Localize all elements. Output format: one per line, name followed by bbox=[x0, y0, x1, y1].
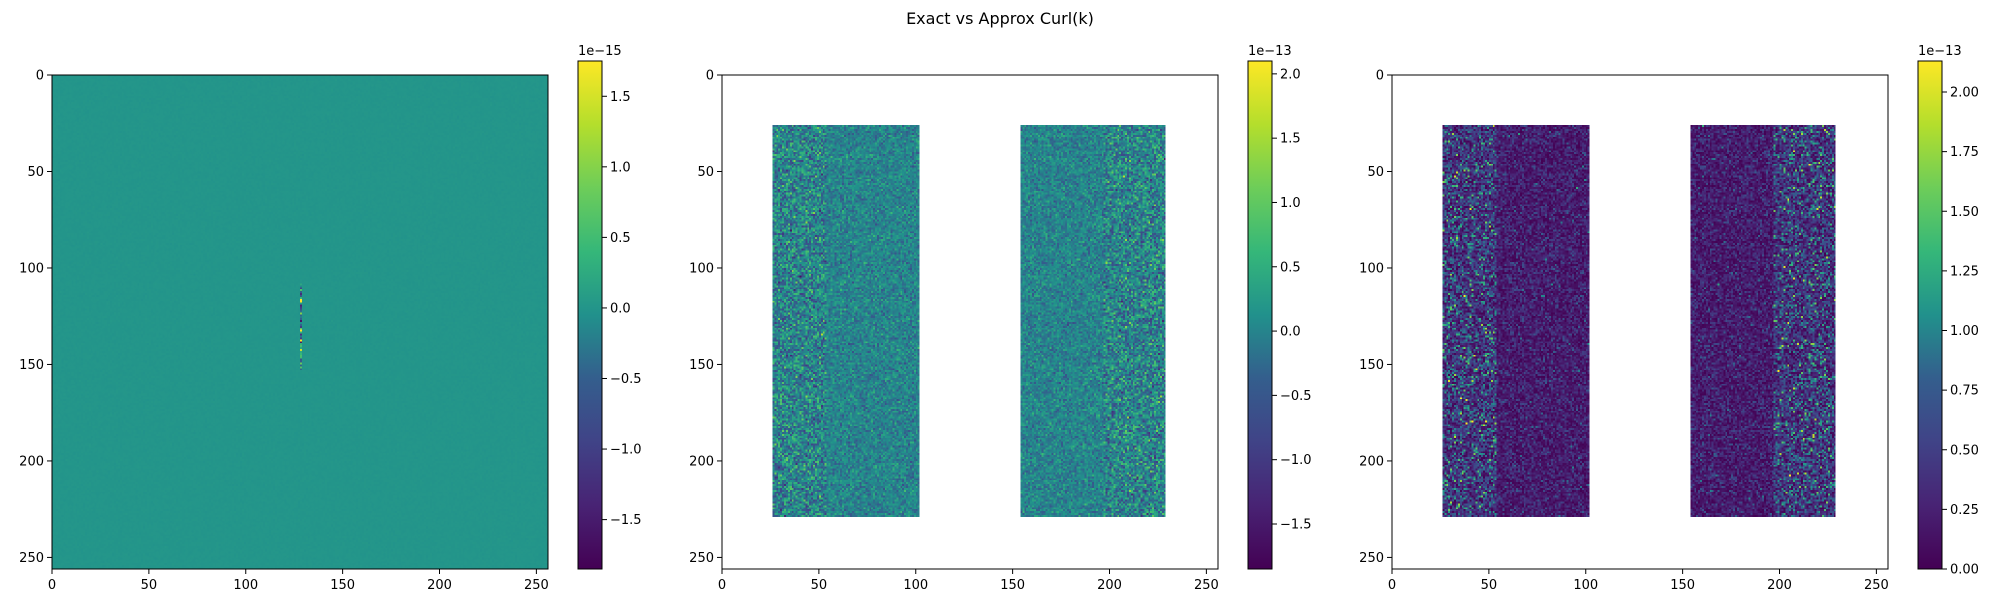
colorbar-tick-label: 0.25 bbox=[1950, 503, 1979, 518]
x-tick-label: 200 bbox=[1097, 578, 1122, 593]
colorbar-tick-label: −1.5 bbox=[1280, 517, 1312, 532]
y-tick-label: 0 bbox=[36, 69, 44, 84]
axes-frame bbox=[721, 74, 1219, 570]
colorbar-tick-label: −1.0 bbox=[1280, 453, 1312, 468]
y-tick-label: 200 bbox=[689, 454, 714, 469]
x-tick-label: 0 bbox=[718, 578, 726, 593]
x-tick-label: 50 bbox=[141, 578, 158, 593]
y-tick-label: 150 bbox=[689, 358, 714, 373]
x-tick-label: 200 bbox=[1767, 578, 1792, 593]
colorbar-tick-label: 0.0 bbox=[1280, 325, 1301, 340]
heatmap-image bbox=[52, 75, 548, 569]
x-tick-label: 200 bbox=[427, 578, 452, 593]
colorbar-tick-label: 2.0 bbox=[1280, 67, 1301, 82]
x-tick-label: 100 bbox=[1573, 578, 1598, 593]
colorbar-exponent: 1e−15 bbox=[578, 44, 622, 59]
colorbar-tick-label: 2.00 bbox=[1950, 86, 1979, 101]
x-tick-label: 150 bbox=[330, 578, 355, 593]
y-tick-label: 150 bbox=[1359, 358, 1384, 373]
colorbar-tick-label: 0.00 bbox=[1950, 563, 1979, 578]
heatmap-image bbox=[1392, 75, 1888, 569]
x-tick-label: 250 bbox=[524, 578, 549, 593]
colorbar-tick-label: 1.00 bbox=[1950, 324, 1979, 339]
colorbar bbox=[1917, 60, 1943, 570]
y-tick-label: 100 bbox=[689, 261, 714, 276]
colorbar-tick-label: 0.50 bbox=[1950, 443, 1979, 458]
y-tick-label: 200 bbox=[19, 454, 44, 469]
axes-frame bbox=[51, 74, 549, 570]
colorbar-tick-label: 1.25 bbox=[1950, 264, 1979, 279]
figure-title: Exact vs Approx Curl(k) bbox=[906, 9, 1094, 28]
x-tick-label: 150 bbox=[1670, 578, 1695, 593]
y-tick-label: 250 bbox=[19, 551, 44, 566]
colorbar-tick-label: −0.5 bbox=[1280, 389, 1312, 404]
x-tick-label: 150 bbox=[1000, 578, 1025, 593]
y-tick-label: 0 bbox=[706, 69, 714, 84]
colorbar-tick-label: 1.5 bbox=[1280, 132, 1301, 147]
colorbar-tick-label: 0.5 bbox=[1280, 260, 1301, 275]
x-tick-label: 250 bbox=[1864, 578, 1889, 593]
x-tick-label: 0 bbox=[48, 578, 56, 593]
y-tick-label: 50 bbox=[27, 165, 44, 180]
y-tick-label: 250 bbox=[689, 551, 714, 566]
colorbar-tick-label: 0.0 bbox=[610, 301, 631, 316]
colorbar-tick-label: 1.50 bbox=[1950, 205, 1979, 220]
y-tick-label: 0 bbox=[1376, 69, 1384, 84]
panels: 0 50 100 150 200 250 0 50 100 150 200 250 −1.5 −1.0 −0… bbox=[19, 44, 1979, 593]
colorbar bbox=[577, 60, 603, 570]
panel-left: 0 50 100 150 200 250 0 50 100 150 200 250 −1.5 −1.0 −0… bbox=[19, 44, 641, 593]
y-tick-label: 50 bbox=[697, 165, 714, 180]
colorbar-tick-label: 1.0 bbox=[610, 160, 631, 175]
y-tick-label: 50 bbox=[1367, 165, 1384, 180]
axes-frame bbox=[1391, 74, 1889, 570]
panel-right: 0 50 100 150 200 250 0 50 100 150 200 250 0.00 0.25 0.… bbox=[1359, 44, 1979, 593]
colorbar-tick-label: −1.5 bbox=[610, 513, 642, 528]
colorbar-tick-label: −1.0 bbox=[610, 443, 642, 458]
colorbar-tick-label: 1.75 bbox=[1950, 145, 1979, 160]
x-tick-label: 50 bbox=[1481, 578, 1498, 593]
y-tick-label: 200 bbox=[1359, 454, 1384, 469]
x-tick-label: 50 bbox=[811, 578, 828, 593]
x-tick-label: 250 bbox=[1194, 578, 1219, 593]
y-tick-label: 100 bbox=[19, 261, 44, 276]
x-tick-label: 100 bbox=[903, 578, 928, 593]
colorbar bbox=[1247, 60, 1273, 570]
colorbar-exponent: 1e−13 bbox=[1248, 44, 1292, 59]
colorbar-tick-label: 1.5 bbox=[610, 90, 631, 105]
heatmap-image bbox=[722, 75, 1218, 569]
colorbar-exponent: 1e−13 bbox=[1918, 44, 1962, 59]
colorbar-tick-label: 1.0 bbox=[1280, 196, 1301, 211]
colorbar-tick-label: 0.75 bbox=[1950, 384, 1979, 399]
x-tick-label: 100 bbox=[233, 578, 258, 593]
panel-middle: 0 50 100 150 200 250 0 50 100 150 200 250 −1.5 −1.0 −0… bbox=[689, 44, 1311, 593]
colorbar-tick-label: −0.5 bbox=[610, 372, 642, 387]
y-tick-label: 100 bbox=[1359, 261, 1384, 276]
y-tick-label: 250 bbox=[1359, 551, 1384, 566]
x-tick-label: 0 bbox=[1388, 578, 1396, 593]
colorbar-tick-label: 0.5 bbox=[610, 231, 631, 246]
y-tick-label: 150 bbox=[19, 358, 44, 373]
